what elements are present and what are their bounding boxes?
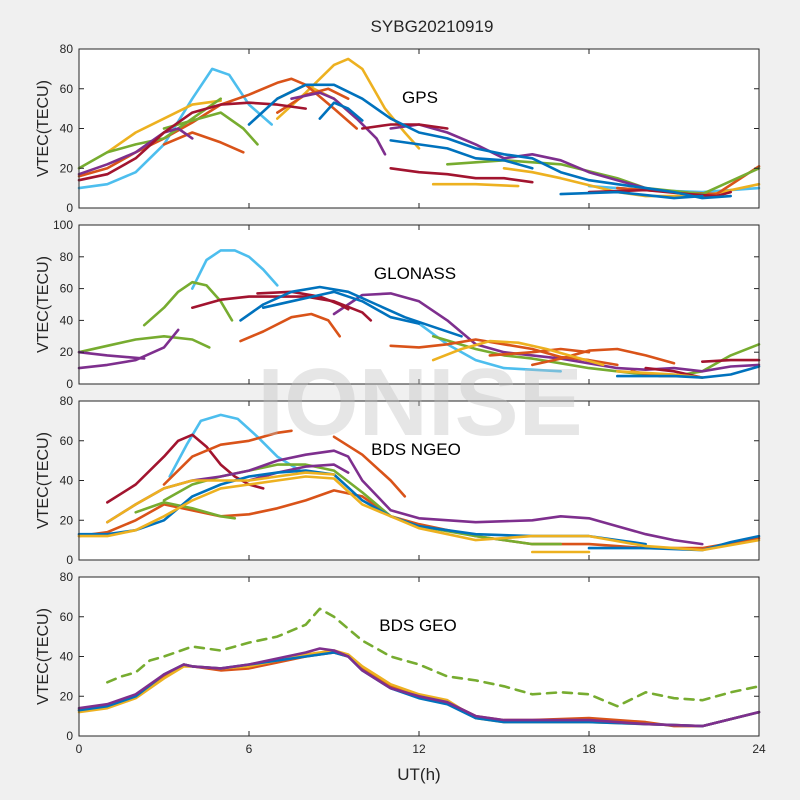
x-tick-label: 24 <box>752 742 766 756</box>
series-line <box>332 435 407 498</box>
series-line <box>559 190 704 200</box>
series-line <box>77 67 273 190</box>
y-tick-label: 0 <box>66 377 73 391</box>
panel-annotation: GPS <box>402 88 438 107</box>
y-tick-label: 40 <box>60 122 74 136</box>
y-tick-label: 20 <box>60 689 74 703</box>
y-axis-label: VTEC(TECU) <box>35 256 52 353</box>
series-line <box>77 127 194 176</box>
series-line <box>77 489 761 550</box>
axes-background <box>79 577 759 736</box>
x-tick-label: 12 <box>412 742 426 756</box>
y-axis-label: VTEC(TECU) <box>35 80 52 177</box>
x-tick-label: 0 <box>76 742 83 756</box>
series-line <box>106 449 704 546</box>
series-line <box>77 647 761 728</box>
watermark-text: IONISE <box>257 349 582 456</box>
series-line <box>77 350 146 360</box>
x-tick-label: 6 <box>246 742 253 756</box>
y-tick-label: 0 <box>66 729 73 743</box>
series-line <box>488 347 591 357</box>
y-tick-label: 40 <box>60 650 74 664</box>
panel-3: 0 20 40 60 80 VTEC(TECU) BDS NGEO <box>35 394 761 567</box>
y-axis-label: VTEC(TECU) <box>35 432 52 529</box>
series-line <box>247 83 732 200</box>
series-line <box>142 280 234 327</box>
y-tick-label: 60 <box>60 282 74 296</box>
axes-background <box>79 49 759 208</box>
y-tick-label: 60 <box>60 434 74 448</box>
y-tick-label: 0 <box>66 201 73 215</box>
y-tick-label: 60 <box>60 610 74 624</box>
y-tick-label: 0 <box>66 553 73 567</box>
series-line <box>134 501 237 520</box>
series-line <box>168 413 302 478</box>
y-tick-label: 60 <box>60 82 74 96</box>
series-line <box>77 101 307 182</box>
y-tick-label: 20 <box>60 345 74 359</box>
series-line <box>276 87 350 114</box>
series-line <box>77 475 761 552</box>
panel-annotation: GLONASS <box>374 264 456 283</box>
y-tick-label: 20 <box>60 161 74 175</box>
series-line <box>616 365 761 379</box>
x-axis-label: UT(h) <box>397 765 440 784</box>
y-tick-label: 80 <box>60 42 74 56</box>
y-tick-label: 40 <box>60 474 74 488</box>
y-tick-label: 80 <box>60 570 74 584</box>
y-tick-label: 100 <box>53 218 73 232</box>
series-line <box>191 295 373 322</box>
x-tick-label: 18 <box>582 742 596 756</box>
series-line <box>77 335 211 354</box>
series-line <box>431 182 520 188</box>
series-line <box>162 131 245 154</box>
y-tick-label: 20 <box>60 513 74 527</box>
series-line <box>431 339 605 367</box>
y-axis-label: VTEC(TECU) <box>35 608 52 705</box>
y-tick-label: 80 <box>60 394 74 408</box>
series-line <box>701 358 761 363</box>
panel-1: 0 20 40 60 80 VTEC(TECU) GPS <box>35 42 761 215</box>
series-line <box>106 471 336 524</box>
axes-background <box>79 225 759 384</box>
y-tick-label: 40 <box>60 313 74 327</box>
y-tick-label: 80 <box>60 250 74 264</box>
series-line <box>239 285 463 338</box>
series-line <box>261 290 421 325</box>
series-line <box>239 312 341 343</box>
panel-2: 0 20 40 60 80 100 VTEC(TECU) GLONASS <box>35 218 761 391</box>
series-line <box>389 139 534 170</box>
series-line <box>389 167 534 184</box>
series-line <box>191 249 279 290</box>
series-line <box>247 463 350 482</box>
panel-4: 0 20 40 60 80 0 6 12 18 24 VTEC(TECU) BDS GEO <box>35 570 766 756</box>
series-line <box>531 347 676 367</box>
series-line <box>106 607 761 708</box>
series-line <box>256 290 350 311</box>
figure-title: SYBG20210919 <box>371 17 494 36</box>
series-line <box>417 322 562 373</box>
series-line <box>332 292 761 373</box>
series-line <box>106 99 222 154</box>
series-line <box>162 429 293 486</box>
panel-annotation: BDS NGEO <box>371 440 461 459</box>
series-line <box>162 111 259 146</box>
series-line <box>77 328 180 370</box>
panel-annotation: BDS GEO <box>379 616 456 635</box>
series-line <box>318 101 364 122</box>
